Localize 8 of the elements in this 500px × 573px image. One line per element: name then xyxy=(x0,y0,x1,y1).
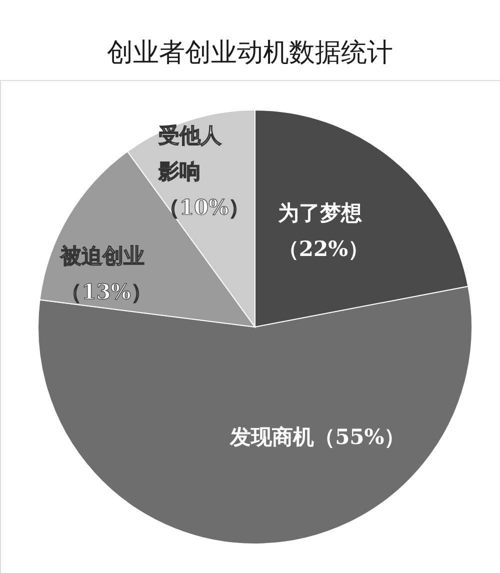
data-label: （13%） xyxy=(60,279,152,304)
slice-label: 为了梦想 xyxy=(278,200,362,226)
data-label: （22%） xyxy=(278,236,370,262)
slice-label: 发现商机（55%） xyxy=(229,424,406,450)
chart-title: 创业者创业动机数据统计 xyxy=(107,38,393,68)
slice-label: 被迫创业 xyxy=(60,243,145,268)
data-label: （10%） xyxy=(158,194,250,220)
slice-label: 受他人影响 xyxy=(157,122,222,184)
